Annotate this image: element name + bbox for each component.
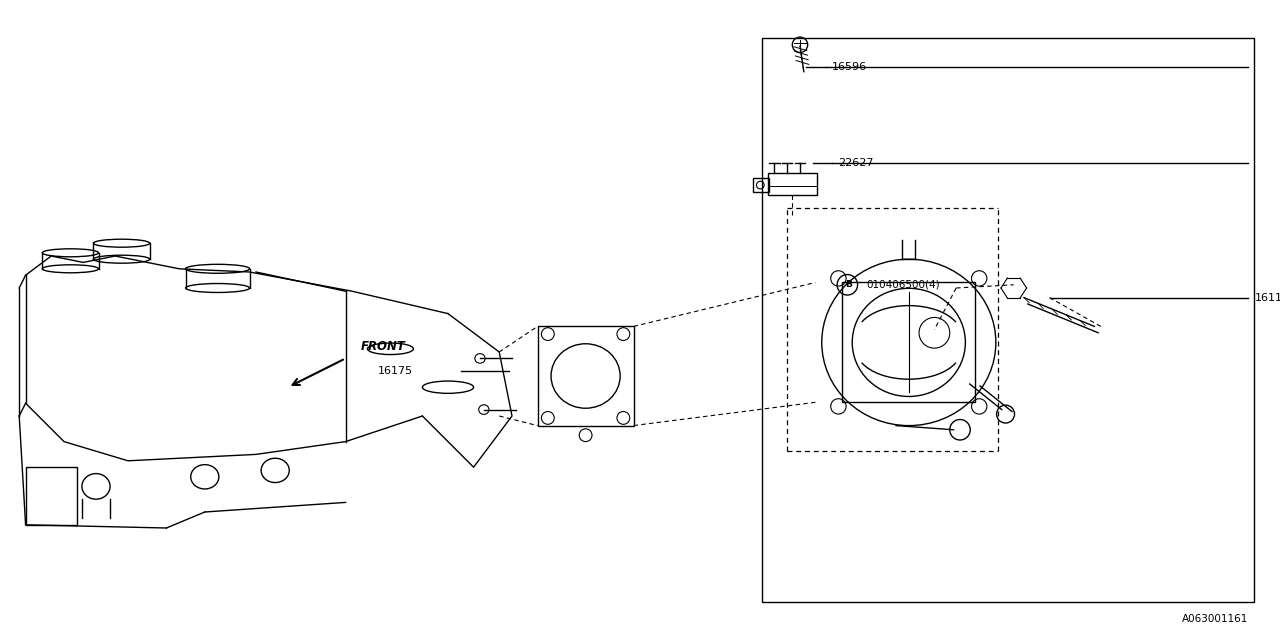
Bar (768, 173, 817, 195)
Bar (753, 179, 769, 192)
Text: 16596: 16596 (832, 62, 867, 72)
Text: 16175: 16175 (378, 366, 412, 376)
Bar (842, 282, 975, 403)
Bar (762, 38, 1254, 602)
Text: A063001161: A063001161 (1181, 614, 1248, 624)
Text: 16112: 16112 (1254, 292, 1280, 303)
Text: B: B (845, 280, 852, 289)
Bar (26, 467, 77, 525)
Text: 22627: 22627 (838, 158, 874, 168)
Text: FRONT: FRONT (361, 340, 406, 353)
Text: 010406500(4): 010406500(4) (867, 280, 941, 290)
Bar (538, 326, 634, 426)
